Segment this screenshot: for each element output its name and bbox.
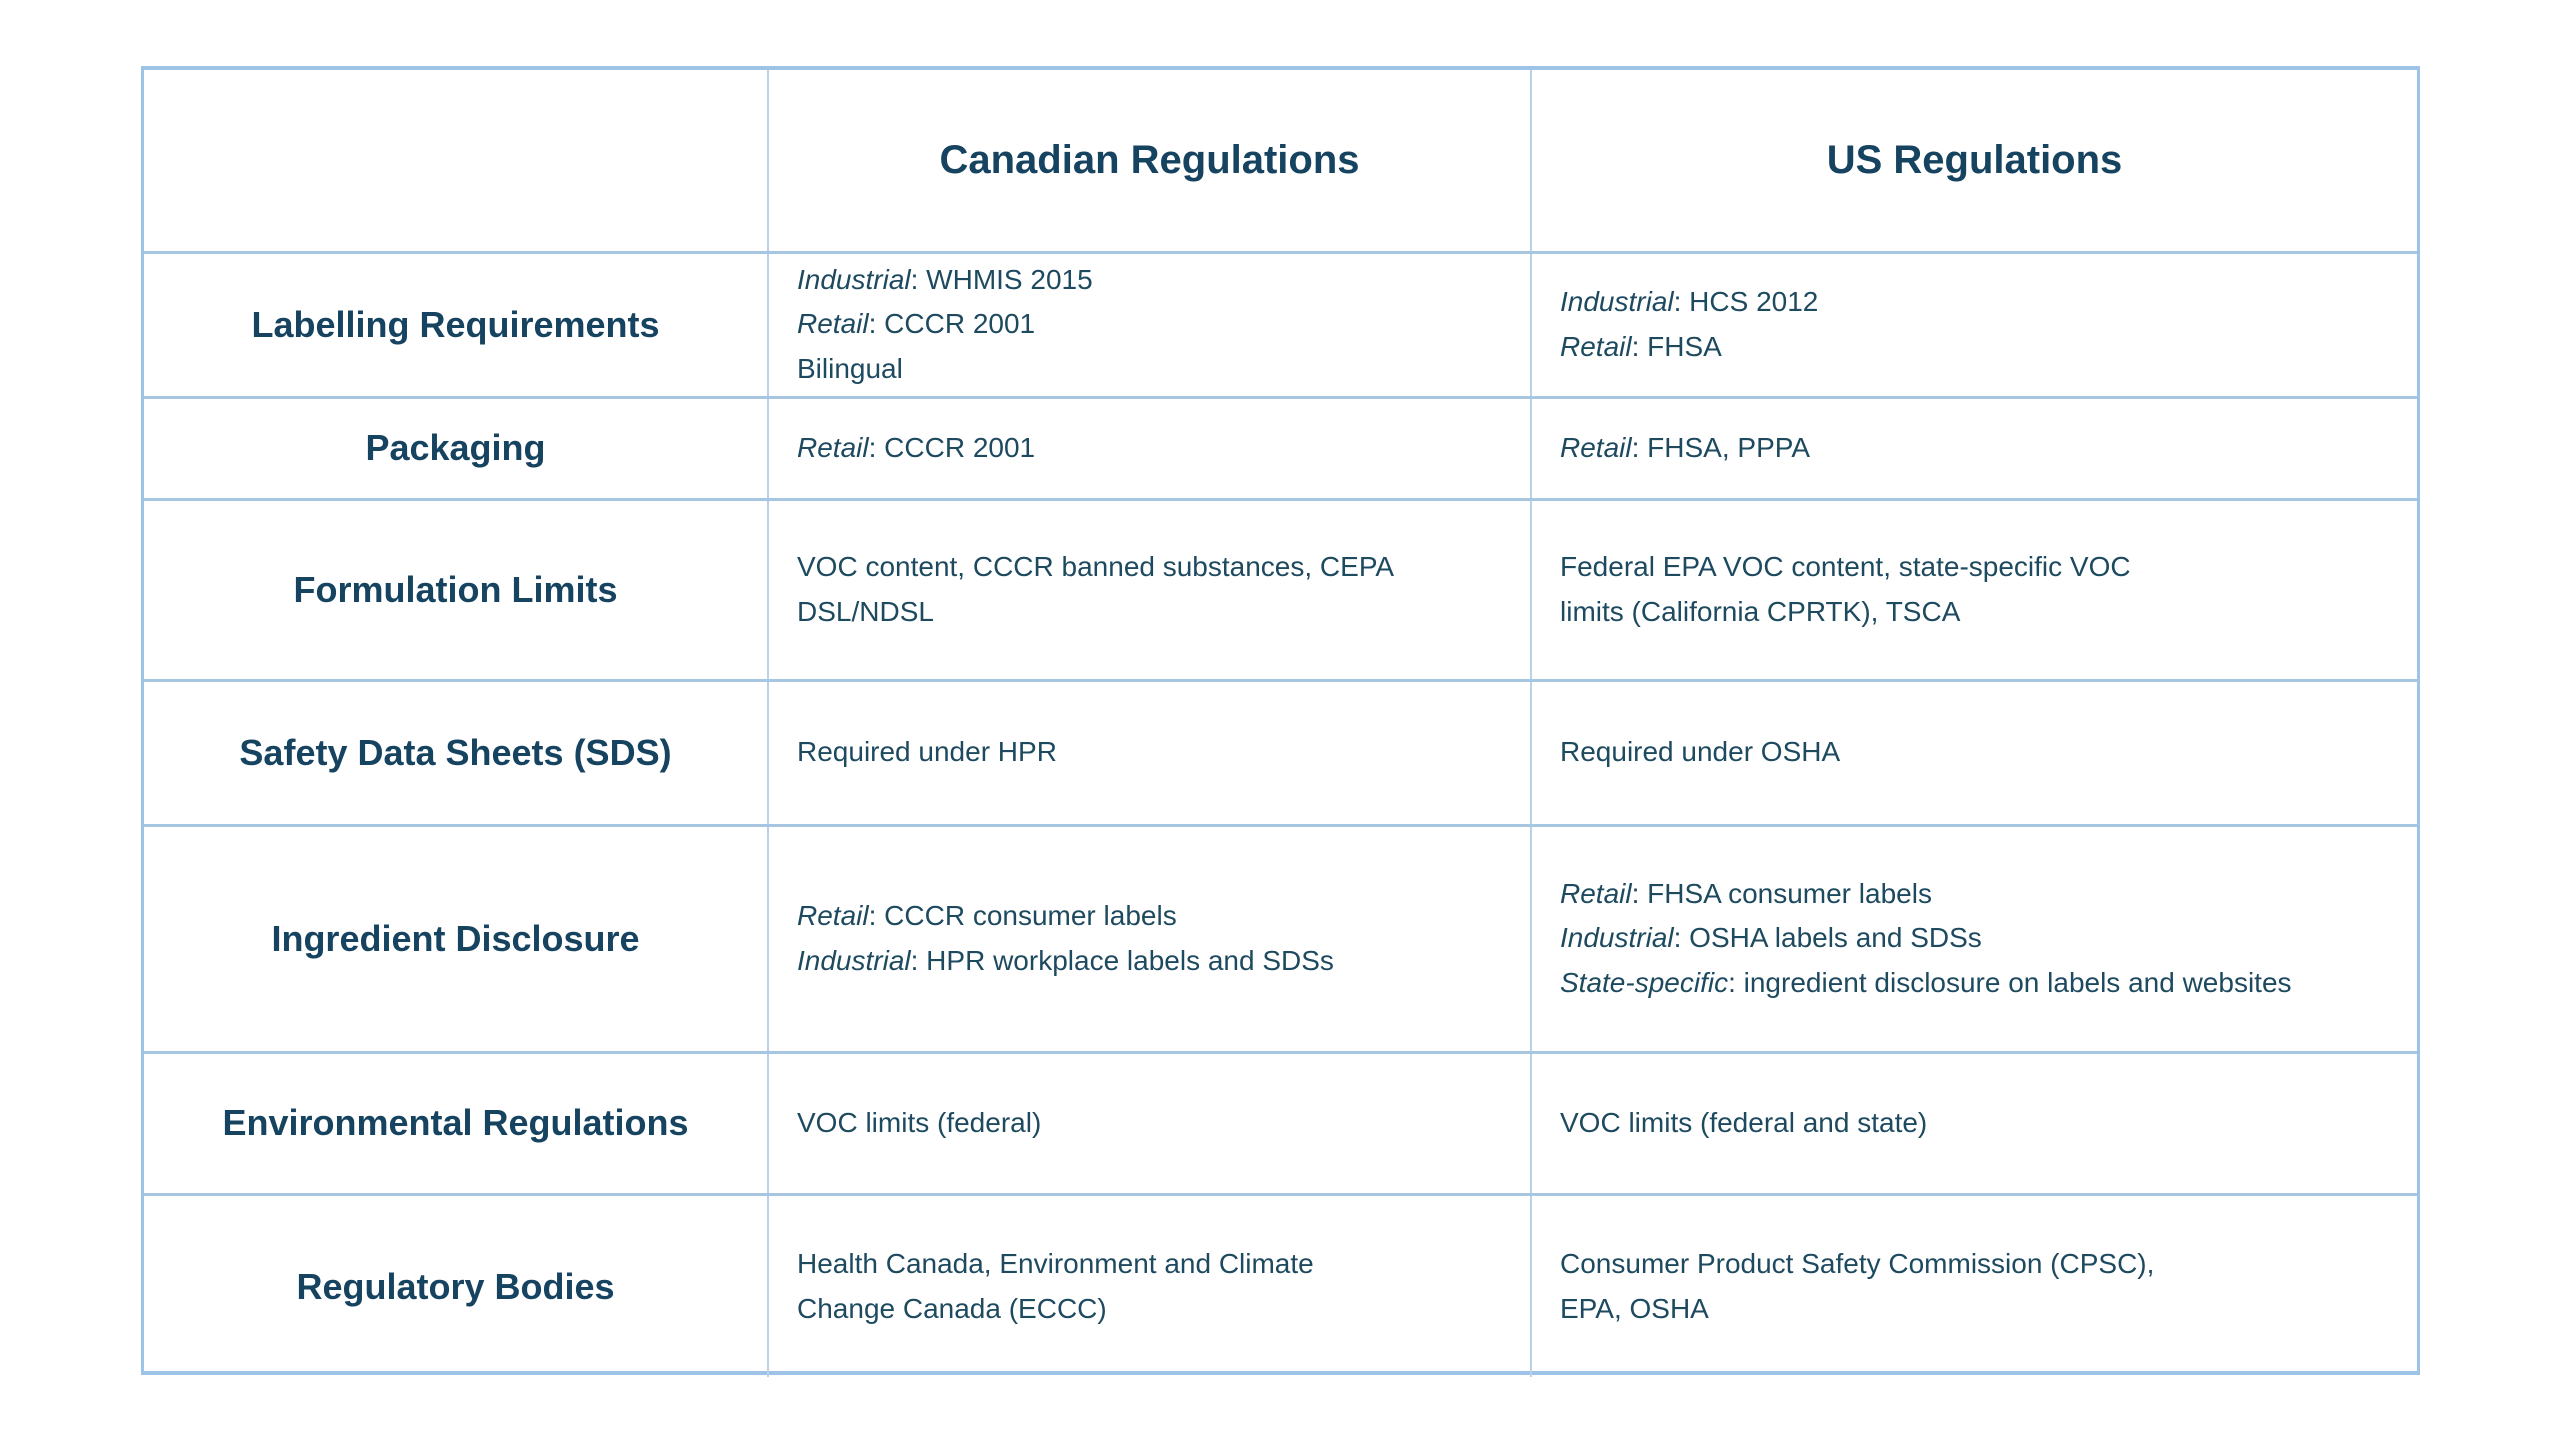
table-row: Packaging Retail: CCCR 2001 Retail: FHSA… xyxy=(144,395,2417,500)
header-row: Canadian Regulations US Regulations xyxy=(144,70,2417,252)
row-label: Formulation Limits xyxy=(144,497,768,681)
emphasis-term: State-specific xyxy=(1560,967,1729,999)
cell-line: VOC limits (federal and state) xyxy=(1560,1106,1928,1138)
cell-line: EPA, OSHA xyxy=(1560,1292,1709,1324)
cell-line: Industrial: OSHA labels and SDSs xyxy=(1560,922,1982,954)
cell-line: Industrial: WHMIS 2015 xyxy=(797,263,1093,295)
row-label: Labelling Requirements xyxy=(144,250,768,398)
emphasis-term: Retail xyxy=(1560,330,1632,362)
cell-us: Federal EPA VOC content, state-specific … xyxy=(1530,497,2417,681)
cell-line: State-specific: ingredient disclosure on… xyxy=(1560,967,2292,999)
cell-line: Bilingual xyxy=(797,353,903,385)
cell-line: Retail: FHSA, PPPA xyxy=(1560,431,1811,463)
cell-line: Industrial: HCS 2012 xyxy=(1560,285,1819,317)
cell-us: Consumer Product Safety Commission (CPSC… xyxy=(1530,1192,2417,1378)
emphasis-term: Industrial xyxy=(797,944,911,976)
cell-line: Health Canada, Environment and Climate xyxy=(797,1247,1314,1279)
table-row: Environmental Regulations VOC limits (fe… xyxy=(144,1050,2417,1195)
table-body: Labelling Requirements Industrial: WHMIS… xyxy=(144,250,2417,1378)
row-label: Environmental Regulations xyxy=(144,1050,768,1195)
cell-line: Required under OSHA xyxy=(1560,736,1841,768)
emphasis-term: Retail xyxy=(1560,431,1632,463)
table-row: Ingredient Disclosure Retail: CCCR consu… xyxy=(144,823,2417,1053)
emphasis-term: Retail xyxy=(1560,877,1632,909)
column-header-canadian-regulations: Canadian Regulations xyxy=(767,70,1531,252)
table-row: Regulatory Bodies Health Canada, Environ… xyxy=(144,1192,2417,1378)
row-label: Packaging xyxy=(144,395,768,500)
cell-line: Retail: CCCR consumer labels xyxy=(797,900,1177,932)
emphasis-term: Retail xyxy=(797,308,869,340)
comparison-table: Canadian Regulations US Regulations Labe… xyxy=(144,70,2417,1378)
cell-line: Industrial: HPR workplace labels and SDS… xyxy=(797,944,1334,976)
column-header-us-regulations: US Regulations xyxy=(1530,70,2417,252)
table-row: Formulation Limits VOC content, CCCR ban… xyxy=(144,497,2417,681)
cell-canadian: Required under HPR xyxy=(767,678,1531,826)
cell-line: Required under HPR xyxy=(797,736,1057,768)
corner-cell xyxy=(144,70,768,252)
emphasis-term: Retail xyxy=(797,900,869,932)
table-row: Safety Data Sheets (SDS) Required under … xyxy=(144,678,2417,826)
cell-line: Retail: CCCR 2001 xyxy=(797,308,1036,340)
emphasis-term: Industrial xyxy=(1560,285,1674,317)
cell-canadian: Industrial: WHMIS 2015 Retail: CCCR 2001 B… xyxy=(767,250,1531,398)
cell-line: Retail: FHSA consumer labels xyxy=(1560,877,1932,909)
cell-line: Consumer Product Safety Commission (CPSC… xyxy=(1560,1247,2155,1279)
emphasis-term: Industrial xyxy=(797,263,911,295)
cell-us: VOC limits (federal and state) xyxy=(1530,1050,2417,1195)
cell-canadian: Retail: CCCR 2001 xyxy=(767,395,1531,500)
cell-line: limits (California CPRTK), TSCA xyxy=(1560,595,1961,627)
regulations-comparison-table: Canadian Regulations US Regulations Labe… xyxy=(141,66,2420,1378)
cell-line: VOC content, CCCR banned substances, CEP… xyxy=(797,551,1395,583)
cell-line: Retail: CCCR 2001 xyxy=(797,431,1036,463)
cell-us: Retail: FHSA consumer labels Industrial: … xyxy=(1530,823,2417,1053)
cell-us: Required under OSHA xyxy=(1530,678,2417,826)
cell-canadian: Health Canada, Environment and Climate Ch… xyxy=(767,1192,1531,1378)
cell-line: Retail: FHSA xyxy=(1560,330,1722,362)
cell-us: Retail: FHSA, PPPA xyxy=(1530,395,2417,500)
cell-line: VOC limits (federal) xyxy=(797,1106,1042,1138)
emphasis-term: Retail xyxy=(797,431,869,463)
cell-canadian: VOC limits (federal) xyxy=(767,1050,1531,1195)
row-label: Safety Data Sheets (SDS) xyxy=(144,678,768,826)
emphasis-term: Industrial xyxy=(1560,922,1674,954)
cell-canadian: VOC content, CCCR banned substances, CEP… xyxy=(767,497,1531,681)
row-label: Ingredient Disclosure xyxy=(144,823,768,1053)
cell-line: DSL/NDSL xyxy=(797,595,934,627)
table-row: Labelling Requirements Industrial: WHMIS… xyxy=(144,250,2417,398)
cell-line: Change Canada (ECCC) xyxy=(797,1292,1107,1324)
row-label: Regulatory Bodies xyxy=(144,1192,768,1378)
cell-us: Industrial: HCS 2012 Retail: FHSA xyxy=(1530,250,2417,398)
cell-line: Federal EPA VOC content, state-specific … xyxy=(1560,551,2131,583)
cell-canadian: Retail: CCCR consumer labels Industrial: … xyxy=(767,823,1531,1053)
